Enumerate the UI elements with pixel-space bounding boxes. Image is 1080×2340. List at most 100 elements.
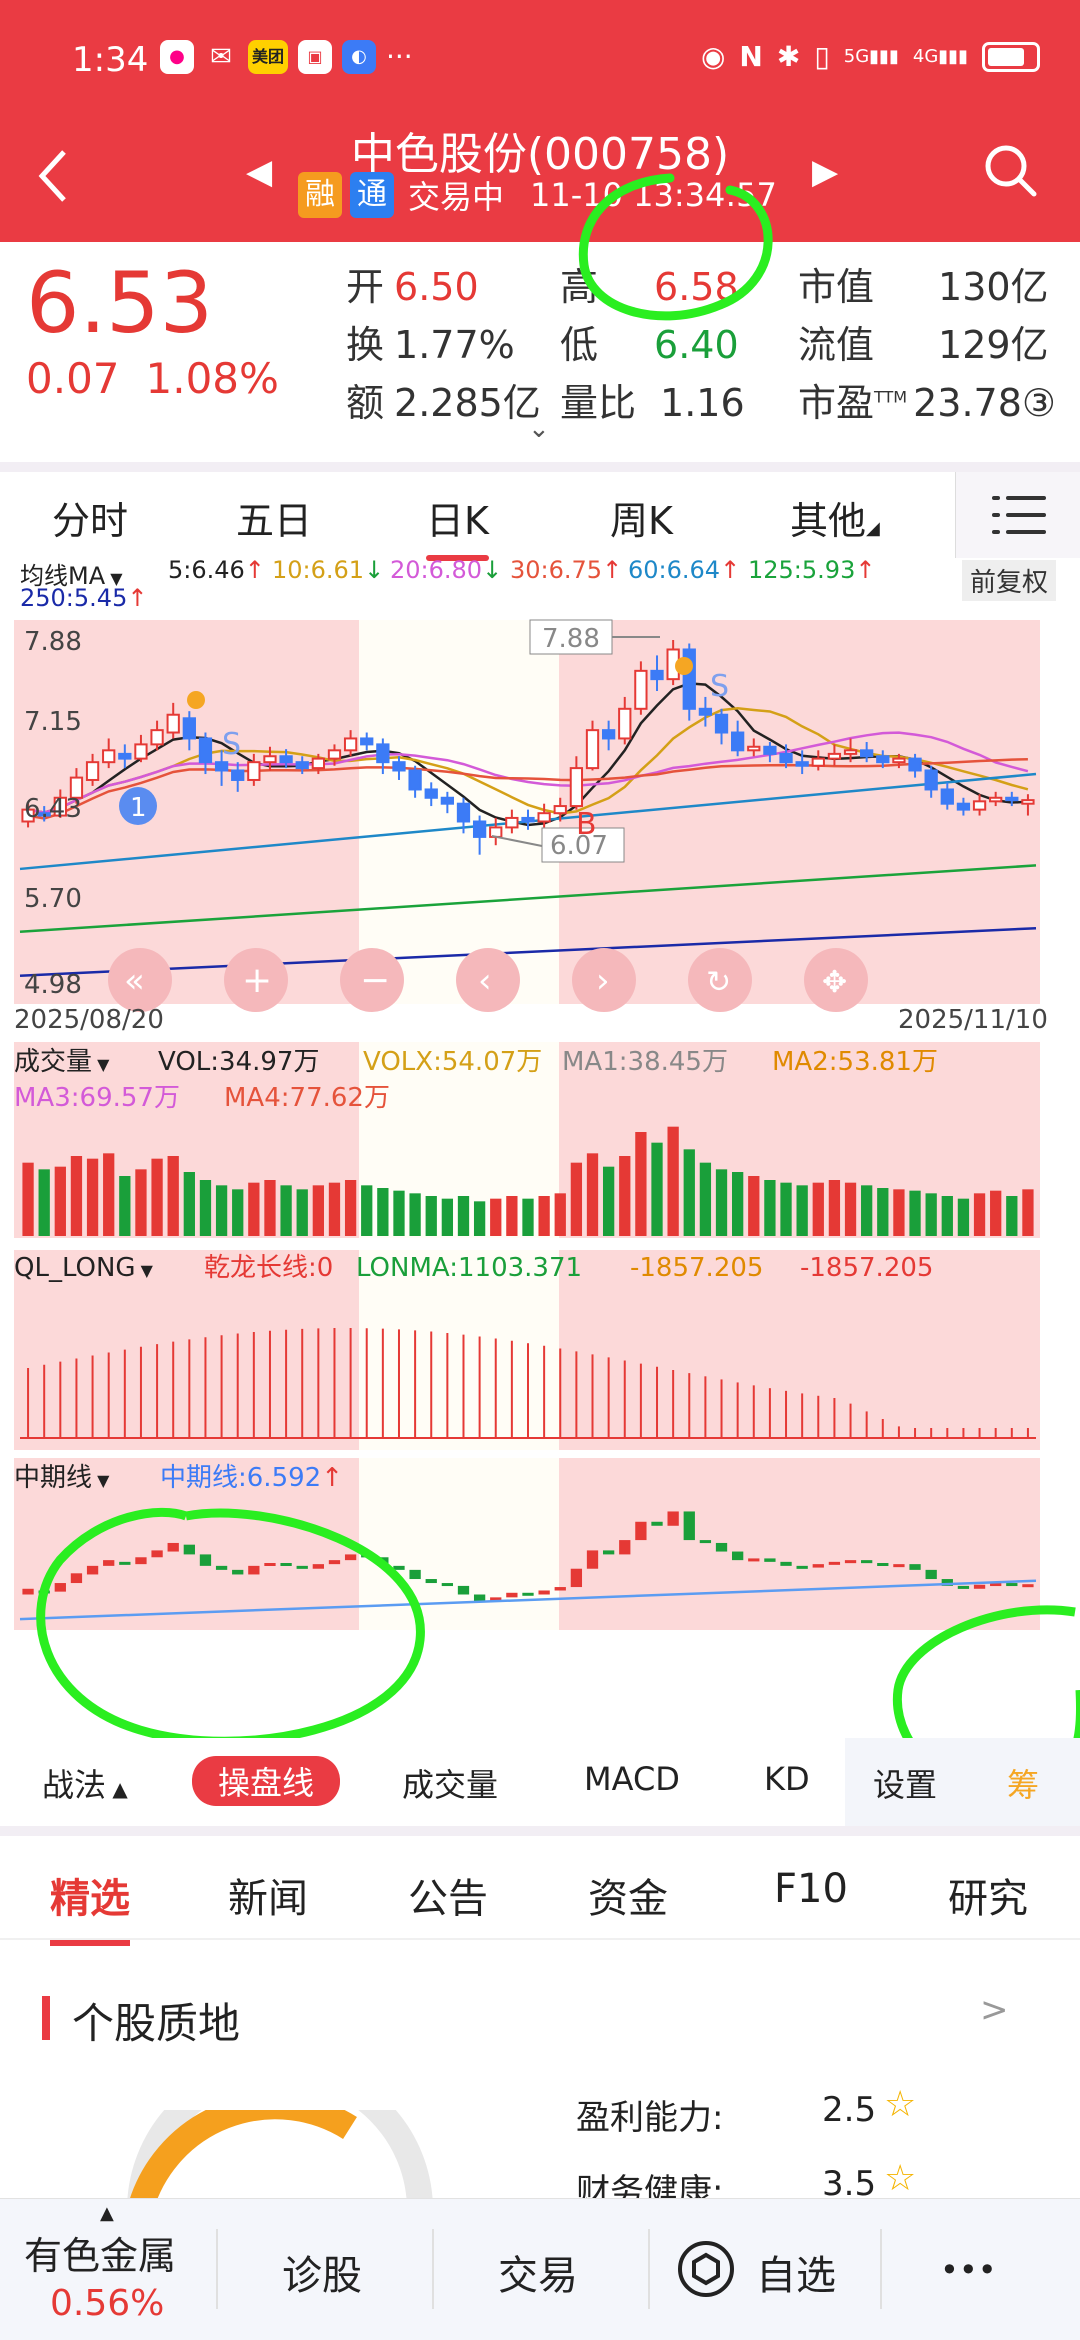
mid-candle: [715, 1542, 728, 1552]
indicator-trade-line[interactable]: 操盘线: [192, 1756, 341, 1806]
status-bar: 1:34 ● ✉ 美团 ▣ ◐ ··· ◉ N ✱ ▯ 5G▮▮▮ 4G▮▮▮: [0, 0, 1080, 120]
tab-featured[interactable]: 精选: [50, 1866, 130, 1946]
mid-candle: [941, 1579, 953, 1586]
tab-news[interactable]: 新闻: [228, 1876, 308, 1922]
marker-sell-1[interactable]: S: [222, 727, 241, 762]
mid-candle: [135, 1557, 147, 1565]
mid-title[interactable]: 中期线 ▼: [14, 1463, 110, 1493]
volume-bar: [877, 1188, 889, 1236]
step-right-button[interactable]: [572, 948, 636, 1012]
bulb-icon-1[interactable]: [187, 691, 205, 709]
expand-chevron-icon[interactable]: ⌄: [528, 414, 550, 444]
volume-bar: [941, 1196, 953, 1236]
tab-announcements[interactable]: 公告: [408, 1876, 488, 1922]
mid-candle: [506, 1592, 518, 1598]
next-stock-icon[interactable]: ▶: [812, 152, 839, 192]
vol-ma3-value: MA3:69.57万: [14, 1083, 180, 1113]
candle-body: [489, 826, 503, 838]
candle-body: [182, 717, 196, 740]
minus-icon: −: [360, 960, 390, 1001]
nav-diagnose[interactable]: 诊股: [282, 2253, 362, 2299]
watchlist-icon[interactable]: [676, 2239, 736, 2299]
ma125-value: 125:5.93↑: [748, 556, 876, 584]
ma-legend: 均线MA ▼ 5:6.46↑ 10:6.61↓ 20:6.80↓ 30:6.75…: [0, 548, 1080, 618]
tab-research[interactable]: 研究: [948, 1876, 1028, 1922]
indicator-settings-button[interactable]: 设置: [873, 1766, 938, 1804]
back-arrow-icon[interactable]: [34, 146, 74, 206]
more-icon[interactable]: •••: [940, 2251, 997, 2289]
adjust-mode-button[interactable]: 前复权: [962, 560, 1057, 601]
tab-funds[interactable]: 资金: [588, 1876, 668, 1922]
quality-gauge: [127, 2110, 433, 2210]
mid-line: [19, 1579, 1037, 1621]
ql-title[interactable]: QL_LONG ▼: [14, 1253, 154, 1283]
kline-chart[interactable]: 7.88 7.15 6.43 5.70 4.98 7.88 6.07 1 S S…: [0, 610, 1080, 1738]
candle-body: [150, 729, 164, 746]
bulb-icon-2[interactable]: [675, 657, 693, 675]
vol-value: VOL:34.97万: [158, 1047, 319, 1077]
fullscreen-button[interactable]: [804, 948, 868, 1012]
mid-candle: [893, 1564, 905, 1568]
volume-title[interactable]: 成交量 ▼: [14, 1047, 110, 1077]
tab-daily-k[interactable]: 日K: [426, 490, 489, 561]
marker-circle-1[interactable]: [119, 787, 157, 825]
tab-f10[interactable]: F10: [774, 1866, 848, 1912]
candle-body: [618, 707, 632, 740]
mid-candle: [602, 1550, 615, 1555]
mid-candle: [425, 1579, 437, 1584]
volume-bar: [199, 1180, 212, 1236]
nav-watchlist[interactable]: 自选: [756, 2253, 836, 2299]
marker-buy[interactable]: B: [576, 807, 597, 842]
volume-bar: [764, 1180, 776, 1236]
tab-weekly-k[interactable]: 周K: [610, 499, 673, 543]
zoom-left-fast-button[interactable]: [108, 948, 172, 1012]
candle-body: [714, 713, 729, 734]
tab-other[interactable]: 其他◢: [790, 499, 880, 543]
tab-intraday[interactable]: 分时: [52, 499, 129, 543]
candle-body: [247, 761, 261, 781]
volume-bar: [377, 1188, 389, 1236]
candle-body: [360, 737, 374, 746]
prev-stock-icon[interactable]: ◀: [246, 152, 273, 192]
double-left-icon: «: [124, 961, 145, 1001]
max-annotation: 7.88: [542, 624, 600, 654]
rotate-button[interactable]: [688, 948, 752, 1012]
vibrate-icon: ▯: [814, 40, 830, 73]
ma250-value: 250:5.45↑: [20, 584, 148, 612]
volume-bar: [635, 1132, 647, 1236]
quality-more-icon[interactable]: >: [980, 1990, 1009, 2030]
sector-name[interactable]: 有色金属: [24, 2234, 177, 2278]
mid-candle: [538, 1590, 550, 1595]
step-left-button[interactable]: [456, 948, 520, 1012]
volume-bar: [183, 1172, 195, 1236]
ql-v1-value: -1857.205: [630, 1253, 763, 1283]
ma30-line: [27, 757, 1028, 820]
ql-v2-value: -1857.205: [800, 1253, 933, 1283]
indicator-volume[interactable]: 成交量: [402, 1766, 499, 1804]
bottom-nav: ▲ 有色金属 0.56% 诊股 交易 自选 •••: [0, 2198, 1080, 2340]
volume-bar: [103, 1153, 115, 1236]
indicator-macd[interactable]: MACD: [584, 1760, 680, 1798]
mid-candle: [215, 1565, 228, 1570]
candle-body: [537, 812, 551, 823]
tab-five-day[interactable]: 五日: [236, 499, 313, 543]
volume-bar: [909, 1190, 921, 1236]
candle-body: [747, 745, 761, 752]
zoom-in-button[interactable]: [224, 948, 288, 1012]
ma-legend-title[interactable]: 均线MA ▼: [20, 562, 123, 590]
mid-candle: [1022, 1584, 1034, 1588]
indicator-kd[interactable]: KD: [764, 1760, 810, 1798]
search-icon[interactable]: [980, 140, 1040, 200]
volume-bar: [748, 1176, 760, 1236]
indicator-strategy[interactable]: 战法 ▲: [42, 1766, 128, 1804]
nav-trade[interactable]: 交易: [498, 2253, 578, 2299]
marker-sell-2[interactable]: S: [710, 669, 729, 704]
zoom-out-button[interactable]: [340, 948, 404, 1012]
nav-divider: [648, 2229, 650, 2309]
candle-body: [924, 769, 938, 791]
indicator-chip[interactable]: 筹: [1007, 1766, 1040, 1804]
x-end-date: 2025/11/10: [898, 1005, 1048, 1035]
volume-bar: [780, 1182, 792, 1236]
annotation-circle-indicator: [36, 1507, 425, 1738]
chart-menu-button[interactable]: [955, 472, 1080, 558]
